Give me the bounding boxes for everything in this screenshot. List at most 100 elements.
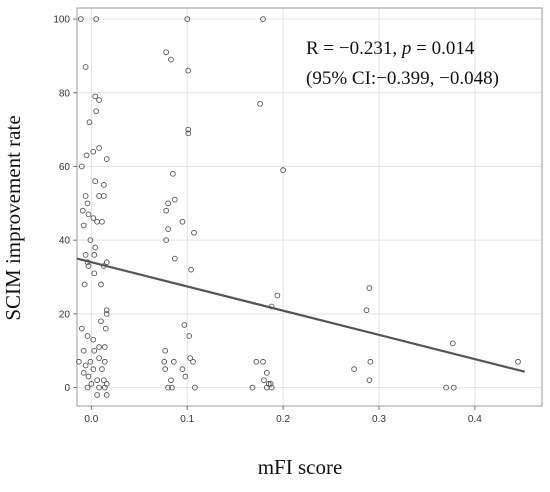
- data-point: [268, 384, 275, 391]
- data-point: [103, 156, 110, 162]
- regression-line: [76, 257, 526, 373]
- data-point: [92, 244, 99, 251]
- data-point: [170, 358, 177, 365]
- data-point: [366, 377, 373, 384]
- data-point: [101, 344, 108, 350]
- stats-p-value: = 0.014: [411, 38, 474, 59]
- data-point: [260, 358, 266, 365]
- data-point: [165, 226, 171, 232]
- data-point: [80, 369, 87, 376]
- y-tick-label: 80: [59, 88, 71, 99]
- data-point: [86, 119, 93, 126]
- data-point: [81, 281, 88, 288]
- data-point: [92, 178, 99, 185]
- stats-annotation-line2: (95% CI:−0.399, −0.048): [306, 68, 499, 89]
- data-point: [82, 252, 89, 258]
- data-point: [91, 347, 98, 354]
- data-point: [170, 170, 176, 177]
- data-point: [351, 366, 357, 372]
- data-point: [163, 237, 170, 244]
- x-axis-ticks: 0.0 0.1 0.2 0.3 0.4: [84, 406, 482, 425]
- data-point: [185, 130, 192, 137]
- data-point: [103, 381, 110, 387]
- data-point: [449, 340, 456, 347]
- data-point: [85, 211, 92, 218]
- data-point: [185, 126, 192, 133]
- data-point: [101, 358, 108, 365]
- x-tick-label: 0.1: [180, 414, 194, 425]
- data-point: [99, 218, 105, 225]
- data-point: [82, 64, 89, 70]
- data-point: [184, 16, 191, 22]
- data-point: [179, 218, 186, 225]
- data-point: [96, 97, 102, 103]
- data-point: [165, 200, 171, 207]
- data-point: [103, 259, 110, 266]
- data-point: [78, 325, 85, 332]
- data-point: [100, 193, 107, 199]
- data-point: [188, 266, 194, 273]
- stats-p-symbol: p: [400, 38, 412, 59]
- stats-r-value: R = −0.231,: [306, 38, 402, 59]
- data-point: [96, 355, 102, 361]
- data-point: [76, 358, 82, 365]
- data-point: [80, 222, 87, 229]
- data-point: [91, 252, 98, 258]
- data-point: [186, 333, 193, 339]
- data-point: [96, 193, 102, 199]
- data-point: [169, 384, 175, 391]
- data-point: [260, 16, 266, 22]
- y-tick-label: 40: [59, 236, 71, 247]
- data-point: [187, 355, 193, 361]
- data-point: [103, 311, 110, 317]
- x-tick-label: 0.3: [372, 414, 386, 425]
- data-point: [82, 193, 89, 199]
- x-tick-label: 0.2: [276, 414, 290, 425]
- x-axis-label: mFI score: [258, 455, 343, 479]
- data-point: [94, 377, 100, 384]
- y-axis-ticks: 0 20 40 60 80 100: [53, 15, 77, 394]
- data-point: [249, 384, 256, 391]
- data-point: [78, 163, 85, 170]
- data-point: [162, 347, 169, 354]
- x-tick-label: 0.4: [468, 414, 482, 425]
- data-point: [257, 100, 263, 107]
- y-tick-label: 60: [59, 162, 71, 173]
- data-point: [80, 347, 87, 354]
- y-axis-label: SCIM improvement rate: [1, 115, 25, 320]
- data-point: [274, 292, 281, 299]
- data-point: [192, 384, 198, 391]
- data-point: [163, 207, 170, 214]
- data-point: [103, 392, 110, 398]
- data-point: [84, 259, 91, 266]
- data-point: [162, 366, 169, 372]
- grid-lines: [77, 8, 542, 406]
- data-point: [185, 67, 192, 74]
- data-point: [84, 200, 91, 207]
- data-point: [263, 369, 270, 376]
- data-point: [261, 377, 267, 384]
- data-point: [90, 148, 97, 155]
- data-point: [367, 358, 374, 365]
- data-point: [98, 281, 104, 288]
- data-point: [87, 237, 94, 244]
- data-point: [366, 285, 373, 291]
- plot-frame: [76, 7, 543, 407]
- data-point: [77, 16, 84, 22]
- data-point: [96, 384, 102, 391]
- data-point: [190, 358, 196, 365]
- data-point: [363, 307, 370, 314]
- data-point: [91, 270, 98, 277]
- data-point: [83, 152, 90, 159]
- data-point: [100, 377, 107, 384]
- data-point: [96, 344, 102, 350]
- data-point: [82, 362, 89, 369]
- data-point: [515, 358, 521, 365]
- data-point: [85, 373, 92, 380]
- data-point: [85, 263, 92, 269]
- data-point: [168, 377, 174, 384]
- data-point: [100, 182, 107, 188]
- y-tick-label: 20: [59, 309, 71, 320]
- data-point: [443, 384, 449, 391]
